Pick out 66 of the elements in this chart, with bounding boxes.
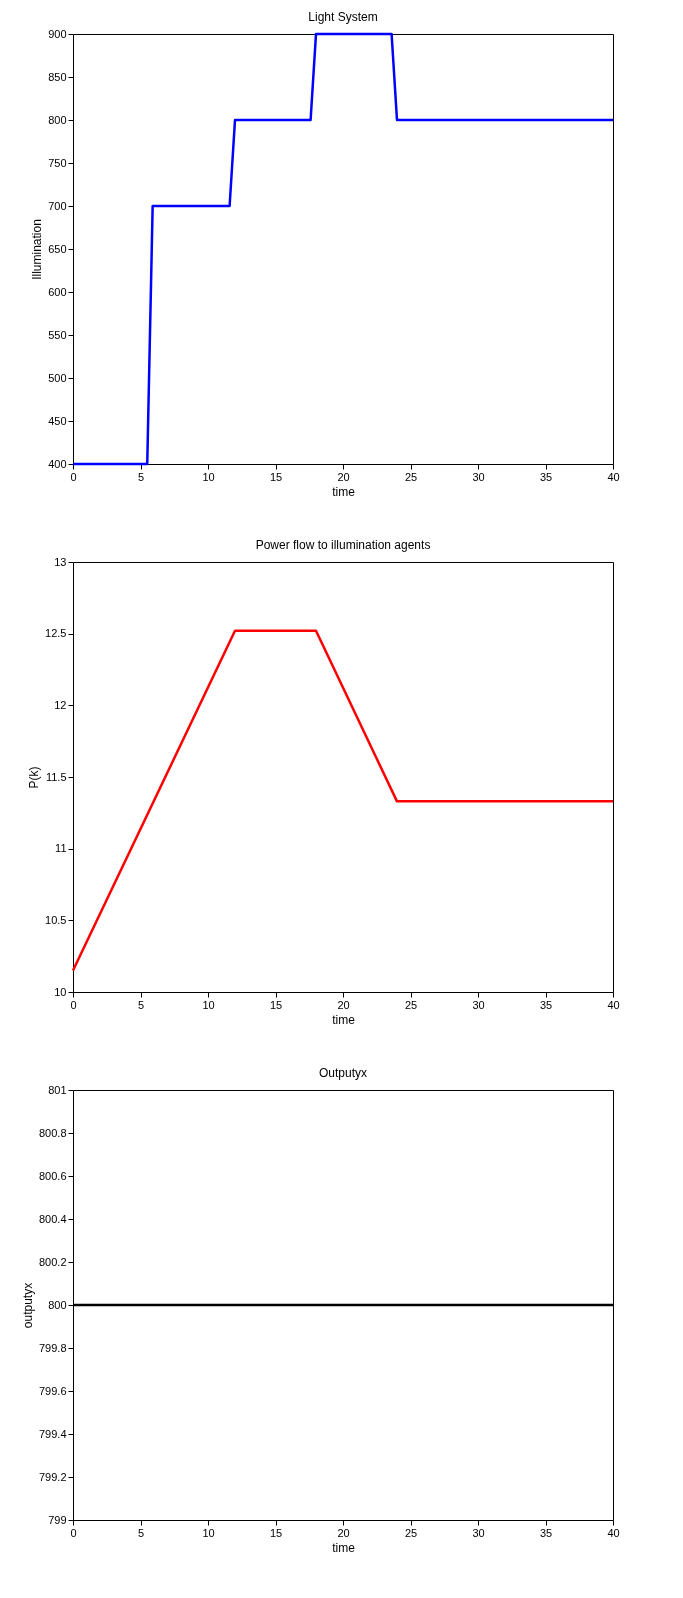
- y-tick-label: 799.4: [38, 1427, 67, 1440]
- chart-title: Power flow to illumination agents: [255, 538, 431, 552]
- y-tick-label: 850: [48, 70, 67, 83]
- y-tick-label: 10.5: [45, 913, 67, 926]
- x-tick-label: 10: [202, 1526, 215, 1539]
- x-tick-label: 30: [472, 470, 485, 483]
- y-tick-label: 900: [48, 27, 67, 40]
- y-tick-label: 650: [48, 242, 67, 255]
- x-tick-label: 0: [70, 998, 77, 1011]
- x-tick-label: 40: [607, 470, 620, 483]
- x-tick-label: 35: [539, 470, 553, 483]
- x-tick-label: 20: [337, 470, 350, 483]
- y-tick-label: 12: [54, 698, 67, 711]
- x-tick-label: 25: [404, 998, 418, 1011]
- x-tick-label: 20: [337, 1526, 350, 1539]
- x-tick-label: 30: [472, 998, 485, 1011]
- y-tick-label: 800.4: [38, 1212, 67, 1225]
- y-tick-label: 500: [48, 371, 67, 384]
- y-axis-title: outputyx: [20, 1282, 35, 1329]
- x-tick-label: 25: [404, 1526, 418, 1539]
- y-tick-label: 450: [48, 414, 67, 427]
- x-tick-label: 0: [70, 1526, 77, 1539]
- x-tick-label: 5: [137, 998, 145, 1011]
- y-axis-title: Illumination: [30, 219, 45, 280]
- y-tick-label: 799.6: [38, 1384, 67, 1397]
- y-tick-label: 800.6: [38, 1169, 67, 1182]
- y-tick-label: 799.2: [38, 1470, 67, 1483]
- y-tick-label: 799.8: [38, 1341, 67, 1354]
- x-tick-label: 15: [269, 470, 283, 483]
- x-tick-label: 35: [539, 998, 553, 1011]
- x-tick-label: 15: [269, 1526, 283, 1539]
- x-tick-label: 35: [539, 1526, 553, 1539]
- y-tick-label: 750: [48, 156, 67, 169]
- y-tick-label: 800.2: [38, 1255, 67, 1268]
- x-axis-title: time: [332, 484, 356, 499]
- x-tick-label: 30: [472, 1526, 485, 1539]
- x-tick-label: 0: [70, 470, 77, 483]
- chart-title: Light System: [308, 10, 378, 24]
- x-axis-title: time: [332, 1540, 356, 1555]
- y-tick-label: 800: [48, 1298, 67, 1311]
- x-tick-label: 25: [404, 470, 418, 483]
- y-tick-label: 400: [48, 457, 67, 470]
- y-tick-label: 10: [54, 985, 67, 998]
- y-tick-label: 600: [48, 285, 67, 298]
- x-tick-label: 5: [137, 1526, 145, 1539]
- x-tick-label: 10: [202, 998, 215, 1011]
- chart-title: Outputyx: [318, 1066, 368, 1080]
- y-tick-label: 12.5: [45, 627, 67, 640]
- x-tick-label: 5: [137, 470, 145, 483]
- y-tick-label: 800.8: [38, 1126, 67, 1139]
- y-tick-label: 800: [48, 113, 67, 126]
- x-axis-title: time: [332, 1012, 356, 1027]
- x-tick-label: 15: [269, 998, 283, 1011]
- y-tick-label: 11.5: [45, 770, 67, 783]
- y-tick-label: 11: [55, 842, 67, 855]
- x-tick-label: 40: [607, 1526, 620, 1539]
- x-tick-label: 10: [202, 470, 215, 483]
- y-tick-label: 13: [54, 555, 67, 568]
- y-tick-label: 799: [48, 1513, 67, 1526]
- y-tick-label: 801: [48, 1083, 67, 1096]
- y-tick-label: 550: [48, 328, 67, 341]
- x-tick-label: 20: [337, 998, 350, 1011]
- y-tick-label: 700: [48, 199, 67, 212]
- y-axis-title: P(k): [27, 766, 42, 789]
- x-tick-label: 40: [607, 998, 620, 1011]
- line-series: [71, 32, 615, 466]
